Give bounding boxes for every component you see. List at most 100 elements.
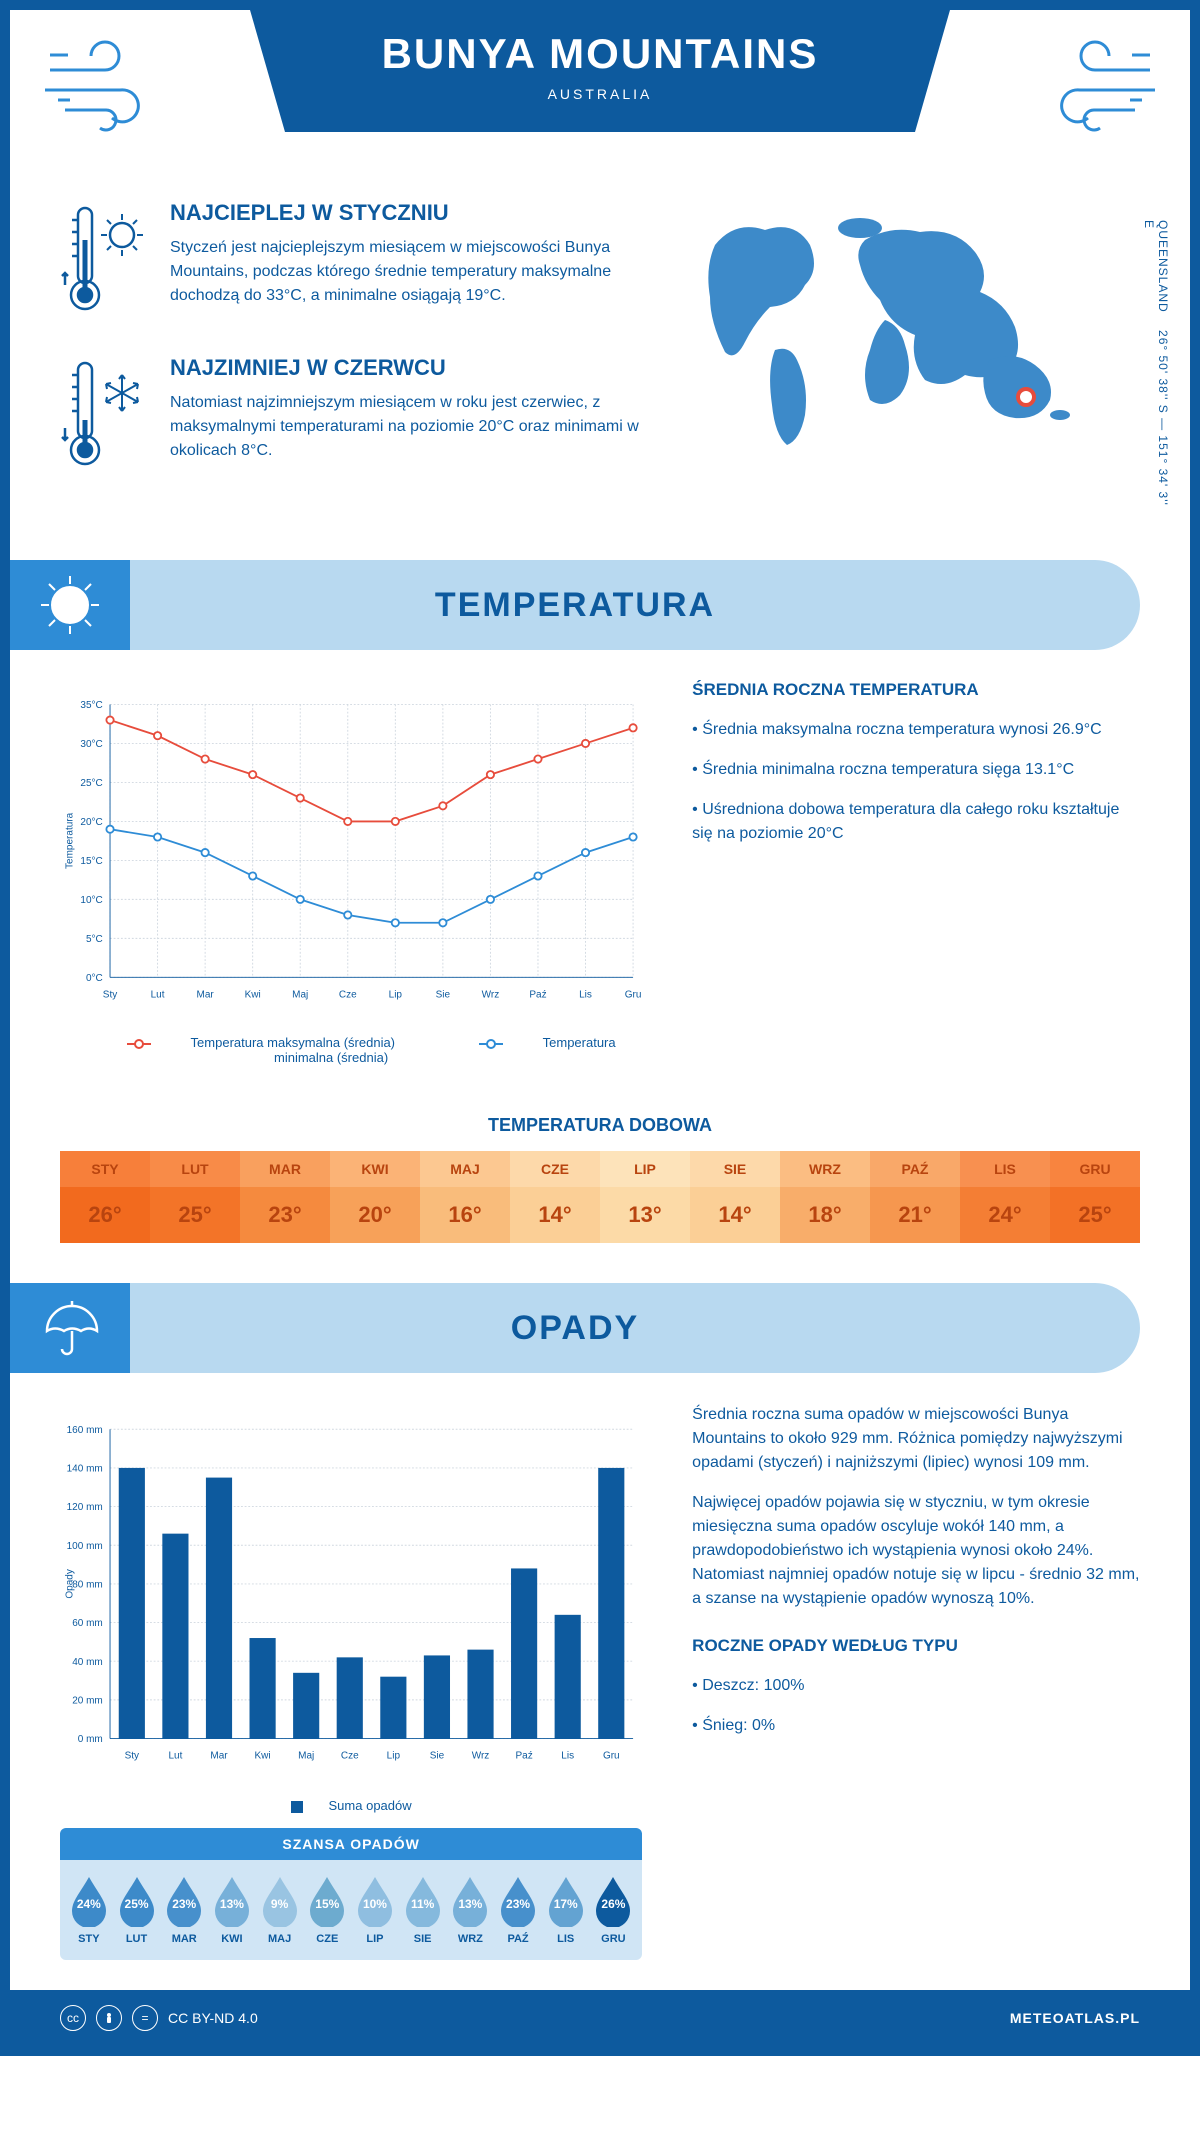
temp-cell: LIP13° [600,1151,690,1243]
chance-cell: 9% MAJ [256,1875,304,1945]
svg-text:Lut: Lut [168,1751,182,1762]
svg-text:Kwi: Kwi [245,989,261,1000]
coldest-text: Natomiast najzimniejszym miesiącem w rok… [170,391,640,463]
svg-text:Cze: Cze [341,1751,359,1762]
svg-text:Wrz: Wrz [472,1751,490,1762]
temp-cell: GRU25° [1050,1151,1140,1243]
world-map: QUEENSLAND 26° 50' 38'' S — 151° 34' 3''… [680,200,1140,510]
precipitation-info: Średnia roczna suma opadów w miejscowośc… [692,1403,1140,1960]
legend-rain-label: Suma opadów [329,1798,412,1813]
svg-text:Wrz: Wrz [482,989,500,1000]
svg-text:Mar: Mar [210,1751,228,1762]
raindrop-icon: 15% [306,1875,348,1927]
temp-cell: SIE14° [690,1151,780,1243]
raindrop-icon: 13% [449,1875,491,1927]
wind-icon [1020,35,1160,135]
region-label: QUEENSLAND [1156,220,1170,313]
chance-cell: 26% GRU [590,1875,638,1945]
chance-cell: 17% LIS [542,1875,590,1945]
svg-text:15°C: 15°C [80,856,102,867]
svg-text:0°C: 0°C [86,973,103,984]
precipitation-title: OPADY [130,1309,1140,1348]
svg-text:Maj: Maj [298,1751,314,1762]
temp-info-p1: • Średnia maksymalna roczna temperatura … [692,718,1140,742]
svg-text:Lis: Lis [579,989,592,1000]
svg-text:Sie: Sie [430,1751,445,1762]
temp-cell: PAŹ21° [870,1151,960,1243]
daily-temp-table: STY26°LUT25°MAR23°KWI20°MAJ16°CZE14°LIP1… [60,1151,1140,1243]
temperature-info: ŚREDNIA ROCZNA TEMPERATURA • Średnia mak… [692,680,1140,1065]
rain-type-title: ROCZNE OPADY WEDŁUG TYPU [692,1636,1140,1656]
svg-text:35°C: 35°C [80,700,102,711]
wind-icon [40,35,180,135]
raindrop-icon: 23% [497,1875,539,1927]
chance-cell: 13% WRZ [447,1875,495,1945]
page-footer: cc = CC BY-ND 4.0 METEOATLAS.PL [10,1990,1190,2046]
chance-cell: 23% PAŹ [494,1875,542,1945]
precipitation-section-header: OPADY [10,1283,1140,1373]
site-label: METEOATLAS.PL [1010,2010,1140,2026]
coldest-info: NAJZIMNIEJ W CZERWCU Natomiast najzimnie… [60,355,640,480]
raindrop-icon: 24% [68,1875,110,1927]
world-map-svg [680,200,1100,460]
raindrop-icon: 17% [545,1875,587,1927]
warmest-info: NAJCIEPLEJ W STYCZNIU Styczeń jest najci… [60,200,640,325]
temp-info-title: ŚREDNIA ROCZNA TEMPERATURA [692,680,1140,700]
location-title: BUNYA MOUNTAINS [350,30,850,78]
svg-text:Gru: Gru [625,989,642,1000]
raindrop-icon: 10% [354,1875,396,1927]
temp-cell: LIS24° [960,1151,1050,1243]
svg-text:60 mm: 60 mm [72,1618,103,1629]
location-subtitle: AUSTRALIA [350,86,850,102]
umbrella-icon [10,1283,130,1373]
svg-text:80 mm: 80 mm [72,1580,103,1591]
precipitation-bar-chart: 0 mm20 mm40 mm60 mm80 mm100 mm120 mm140 … [60,1403,642,1783]
svg-text:Sie: Sie [436,989,451,1000]
temp-cell: WRZ18° [780,1151,870,1243]
legend-max-label: Temperatura maksymalna (średnia) [191,1035,395,1050]
svg-text:Opady: Opady [65,1569,76,1598]
temp-cell: MAJ16° [420,1151,510,1243]
svg-text:20 mm: 20 mm [72,1696,103,1707]
temperature-title: TEMPERATURA [130,586,1140,625]
raindrop-icon: 26% [592,1875,634,1927]
thermometer-sun-icon [60,200,150,325]
precipitation-chance-box: SZANSA OPADÓW 24% STY 25% LUT 23% MAR 13… [60,1828,642,1960]
temp-cell: MAR23° [240,1151,330,1243]
temp-cell: KWI20° [330,1151,420,1243]
temp-info-p3: • Uśredniona dobowa temperatura dla całe… [692,798,1140,846]
coldest-title: NAJZIMNIEJ W CZERWCU [170,355,640,381]
temp-info-p2: • Średnia minimalna roczna temperatura s… [692,758,1140,782]
thermometer-snow-icon [60,355,150,480]
temp-cell: LUT25° [150,1151,240,1243]
svg-text:Temperatura: Temperatura [65,812,76,869]
svg-text:Sty: Sty [125,1751,139,1762]
temp-cell: CZE14° [510,1151,600,1243]
svg-text:0 mm: 0 mm [78,1734,103,1745]
rain-info-p2: Najwięcej opadów pojawia się w styczniu,… [692,1491,1140,1611]
daily-temp-title: TEMPERATURA DOBOWA [10,1115,1190,1136]
sun-icon [10,560,130,650]
svg-text:160 mm: 160 mm [67,1425,103,1436]
chance-title: SZANSA OPADÓW [60,1828,642,1860]
svg-text:Sty: Sty [103,989,117,1000]
svg-text:Lip: Lip [389,989,403,1000]
svg-text:40 mm: 40 mm [72,1657,103,1668]
nd-icon: = [132,2005,158,2031]
svg-text:Kwi: Kwi [255,1751,271,1762]
chance-cell: 13% KWI [208,1875,256,1945]
raindrop-icon: 23% [163,1875,205,1927]
svg-text:Mar: Mar [197,989,215,1000]
svg-text:Lip: Lip [387,1751,401,1762]
rain-chart-legend: Suma opadów [60,1798,642,1813]
title-banner: BUNYA MOUNTAINS AUSTRALIA [250,10,950,132]
raindrop-icon: 13% [211,1875,253,1927]
svg-text:25°C: 25°C [80,778,102,789]
raindrop-icon: 9% [259,1875,301,1927]
chance-cell: 10% LIP [351,1875,399,1945]
warmest-title: NAJCIEPLEJ W STYCZNIU [170,200,640,226]
svg-text:10°C: 10°C [80,895,102,906]
svg-text:Paź: Paź [529,989,546,1000]
chance-cell: 15% CZE [303,1875,351,1945]
rain-type-1: • Deszcz: 100% [692,1674,1140,1698]
